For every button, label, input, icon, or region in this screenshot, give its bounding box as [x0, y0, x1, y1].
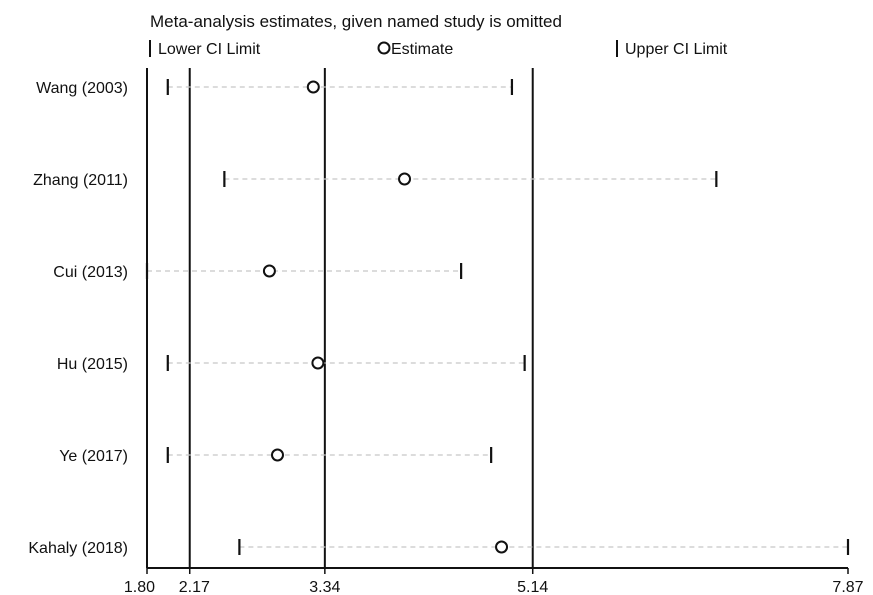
study-label: Ye (2017) — [59, 448, 128, 465]
x-tick-label: 7.87 — [832, 579, 863, 595]
study-rows: Wang (2003) Zhang (2011) Cui (2013) Hu (201… — [28, 79, 850, 557]
legend: Lower CI Limit Estimate Upper CI Limit — [149, 40, 728, 58]
chart-title: Meta-analysis estimates, given named stu… — [150, 12, 562, 31]
x-tick-label: 2.17 — [179, 579, 210, 595]
study-row: Cui (2013) — [53, 263, 463, 281]
study-label: Cui (2013) — [53, 264, 128, 281]
study-label: Hu (2015) — [57, 356, 128, 373]
x-axis-ticks: 1.80 2.17 3.34 5.14 7.87 — [124, 568, 864, 595]
study-row: Kahaly (2018) — [28, 539, 850, 557]
study-row: Zhang (2011) — [33, 171, 718, 189]
study-row: Hu (2015) — [57, 355, 526, 373]
estimate-marker — [306, 80, 320, 94]
study-row: Wang (2003) — [36, 79, 514, 97]
study-label: Wang (2003) — [36, 80, 128, 97]
study-row: Ye (2017) — [59, 447, 493, 465]
estimate-marker — [262, 264, 276, 278]
estimate-marker — [398, 172, 412, 186]
study-label: Kahaly (2018) — [28, 540, 128, 557]
legend-upper-label: Upper CI Limit — [625, 41, 728, 58]
legend-estimate-marker — [377, 41, 391, 55]
reference-lines — [146, 68, 534, 568]
x-tick-label: 1.80 — [124, 579, 155, 595]
estimate-marker — [495, 540, 509, 554]
study-label: Zhang (2011) — [33, 172, 128, 189]
legend-lower-label: Lower CI Limit — [158, 41, 261, 58]
legend-estimate-label: Estimate — [391, 41, 453, 58]
x-tick-label: 5.14 — [517, 579, 548, 595]
estimate-marker — [270, 448, 284, 462]
x-tick-label: 3.34 — [309, 579, 340, 595]
estimate-marker — [311, 356, 325, 370]
